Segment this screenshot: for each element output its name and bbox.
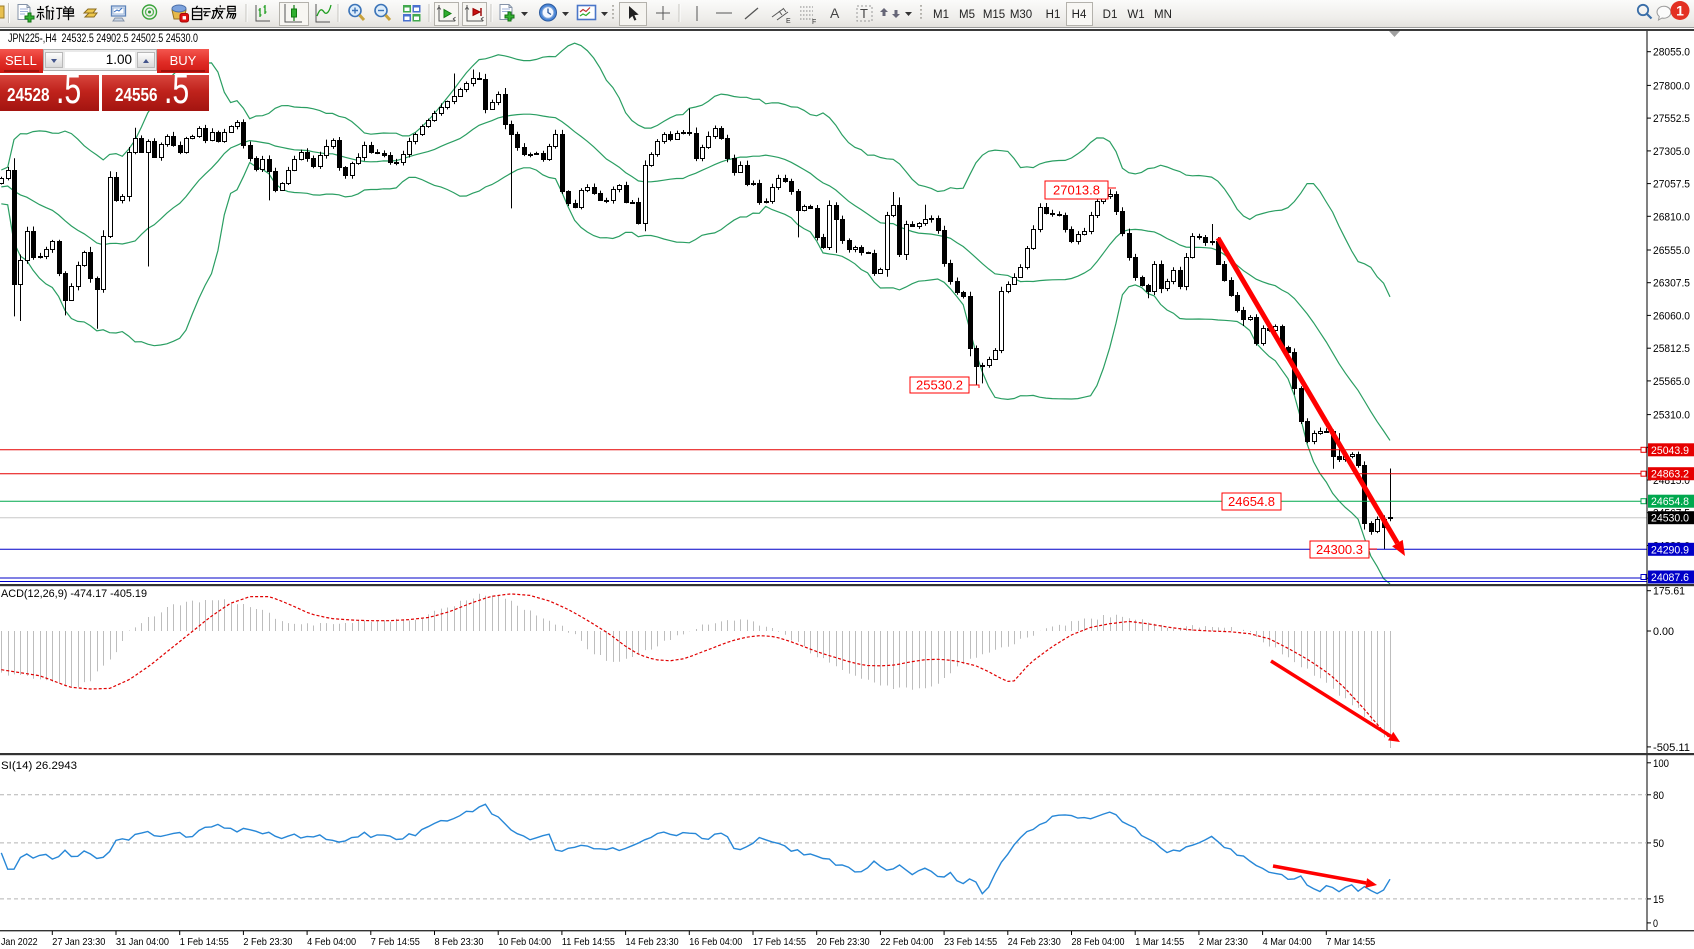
svg-text:27305.0: 27305.0	[1653, 146, 1690, 158]
svg-text:25043.9: 25043.9	[1651, 445, 1689, 457]
svg-text:1 Mar 14:55: 1 Mar 14:55	[1135, 936, 1184, 948]
svg-text:24530.0: 24530.0	[1651, 513, 1689, 525]
svg-text:H4: H4	[1072, 9, 1087, 21]
svg-text:M5: M5	[959, 9, 975, 21]
svg-text:25310.0: 25310.0	[1653, 410, 1690, 422]
svg-text:27 Jan 23:30: 27 Jan 23:30	[52, 936, 105, 948]
svg-text:175.61: 175.61	[1653, 586, 1685, 598]
svg-text:1: 1	[1676, 3, 1684, 19]
svg-text:W1: W1	[1127, 9, 1144, 21]
svg-text:100: 100	[1653, 758, 1669, 770]
svg-text:E: E	[786, 18, 791, 25]
svg-text:1 Feb 14:55: 1 Feb 14:55	[180, 936, 229, 948]
svg-text:MN: MN	[1154, 9, 1172, 21]
svg-text:28 Feb 04:00: 28 Feb 04:00	[1072, 936, 1125, 948]
svg-text:25565.0: 25565.0	[1653, 376, 1690, 388]
svg-text:26307.5: 26307.5	[1653, 278, 1690, 290]
svg-text:31 Jan 04:00: 31 Jan 04:00	[116, 936, 169, 948]
svg-text:2 Feb 23:30: 2 Feb 23:30	[243, 936, 292, 948]
svg-text:8 Feb 23:30: 8 Feb 23:30	[435, 936, 484, 948]
svg-text:M15: M15	[983, 9, 1005, 21]
svg-text:24654.8: 24654.8	[1228, 494, 1275, 509]
svg-text:27057.5: 27057.5	[1653, 179, 1690, 191]
svg-text:T: T	[860, 6, 868, 21]
svg-text:JPN225-,H4 24532.5 24902.5 24: JPN225-,H4 24532.5 24902.5 24502.5 24530…	[8, 33, 198, 45]
svg-text:22 Feb 04:00: 22 Feb 04:00	[880, 936, 933, 948]
svg-text:24300.3: 24300.3	[1316, 542, 1363, 557]
svg-text:24863.2: 24863.2	[1651, 469, 1689, 481]
svg-text:23 Feb 14:55: 23 Feb 14:55	[944, 936, 997, 948]
svg-text:ACD(12,26,9) -474.17 -405.19: ACD(12,26,9) -474.17 -405.19	[1, 588, 147, 600]
svg-text:H1: H1	[1046, 9, 1061, 21]
svg-text:26555.0: 26555.0	[1653, 245, 1690, 257]
svg-text:10 Feb 04:00: 10 Feb 04:00	[498, 936, 551, 948]
svg-text:11 Feb 14:55: 11 Feb 14:55	[562, 936, 615, 948]
svg-text:28055.0: 28055.0	[1653, 47, 1690, 59]
svg-text:7 Mar 14:55: 7 Mar 14:55	[1326, 936, 1375, 948]
svg-text:A: A	[830, 5, 840, 21]
svg-text:24654.8: 24654.8	[1651, 496, 1689, 508]
svg-text:M30: M30	[1010, 9, 1032, 21]
svg-text:80: 80	[1653, 790, 1664, 802]
svg-text:27013.8: 27013.8	[1053, 183, 1100, 198]
svg-text:4 Feb 04:00: 4 Feb 04:00	[307, 936, 356, 948]
svg-text:2 Mar 23:30: 2 Mar 23:30	[1199, 936, 1248, 948]
svg-text:F: F	[812, 19, 816, 26]
svg-text:26 Jan 2022: 26 Jan 2022	[0, 936, 38, 948]
svg-text:24 Feb 23:30: 24 Feb 23:30	[1008, 936, 1061, 948]
svg-text:0.00: 0.00	[1653, 626, 1674, 638]
svg-text:25812.5: 25812.5	[1653, 343, 1690, 355]
svg-text:24290.9: 24290.9	[1651, 544, 1689, 556]
svg-text:26060.0: 26060.0	[1653, 310, 1690, 322]
svg-text:17 Feb 14:55: 17 Feb 14:55	[753, 936, 806, 948]
svg-text:15: 15	[1653, 894, 1664, 906]
svg-text:M1: M1	[933, 9, 949, 21]
svg-text:D1: D1	[1103, 9, 1118, 21]
svg-text:24087.6: 24087.6	[1651, 572, 1689, 584]
svg-text:27552.5: 27552.5	[1653, 113, 1690, 125]
svg-text:20 Feb 23:30: 20 Feb 23:30	[817, 936, 870, 948]
svg-text:27800.0: 27800.0	[1653, 80, 1690, 92]
svg-text:SI(14) 26.2943: SI(14) 26.2943	[1, 760, 77, 772]
svg-text:-505.11: -505.11	[1653, 742, 1690, 754]
svg-text:50: 50	[1653, 838, 1664, 850]
svg-text:0: 0	[1653, 918, 1658, 930]
svg-text:26810.0: 26810.0	[1653, 211, 1690, 223]
svg-text:4 Mar 04:00: 4 Mar 04:00	[1263, 936, 1312, 948]
svg-text:7 Feb 14:55: 7 Feb 14:55	[371, 936, 420, 948]
svg-text:25530.2: 25530.2	[916, 378, 963, 393]
svg-text:14 Feb 23:30: 14 Feb 23:30	[626, 936, 679, 948]
svg-text:16 Feb 04:00: 16 Feb 04:00	[689, 936, 742, 948]
